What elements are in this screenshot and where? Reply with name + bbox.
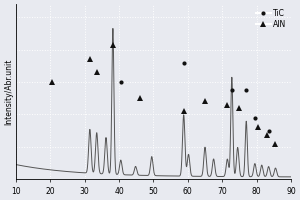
Legend: TiC, AlN: TiC, AlN — [253, 6, 290, 32]
Y-axis label: Intensity/Abr.unit: Intensity/Abr.unit — [4, 58, 13, 125]
